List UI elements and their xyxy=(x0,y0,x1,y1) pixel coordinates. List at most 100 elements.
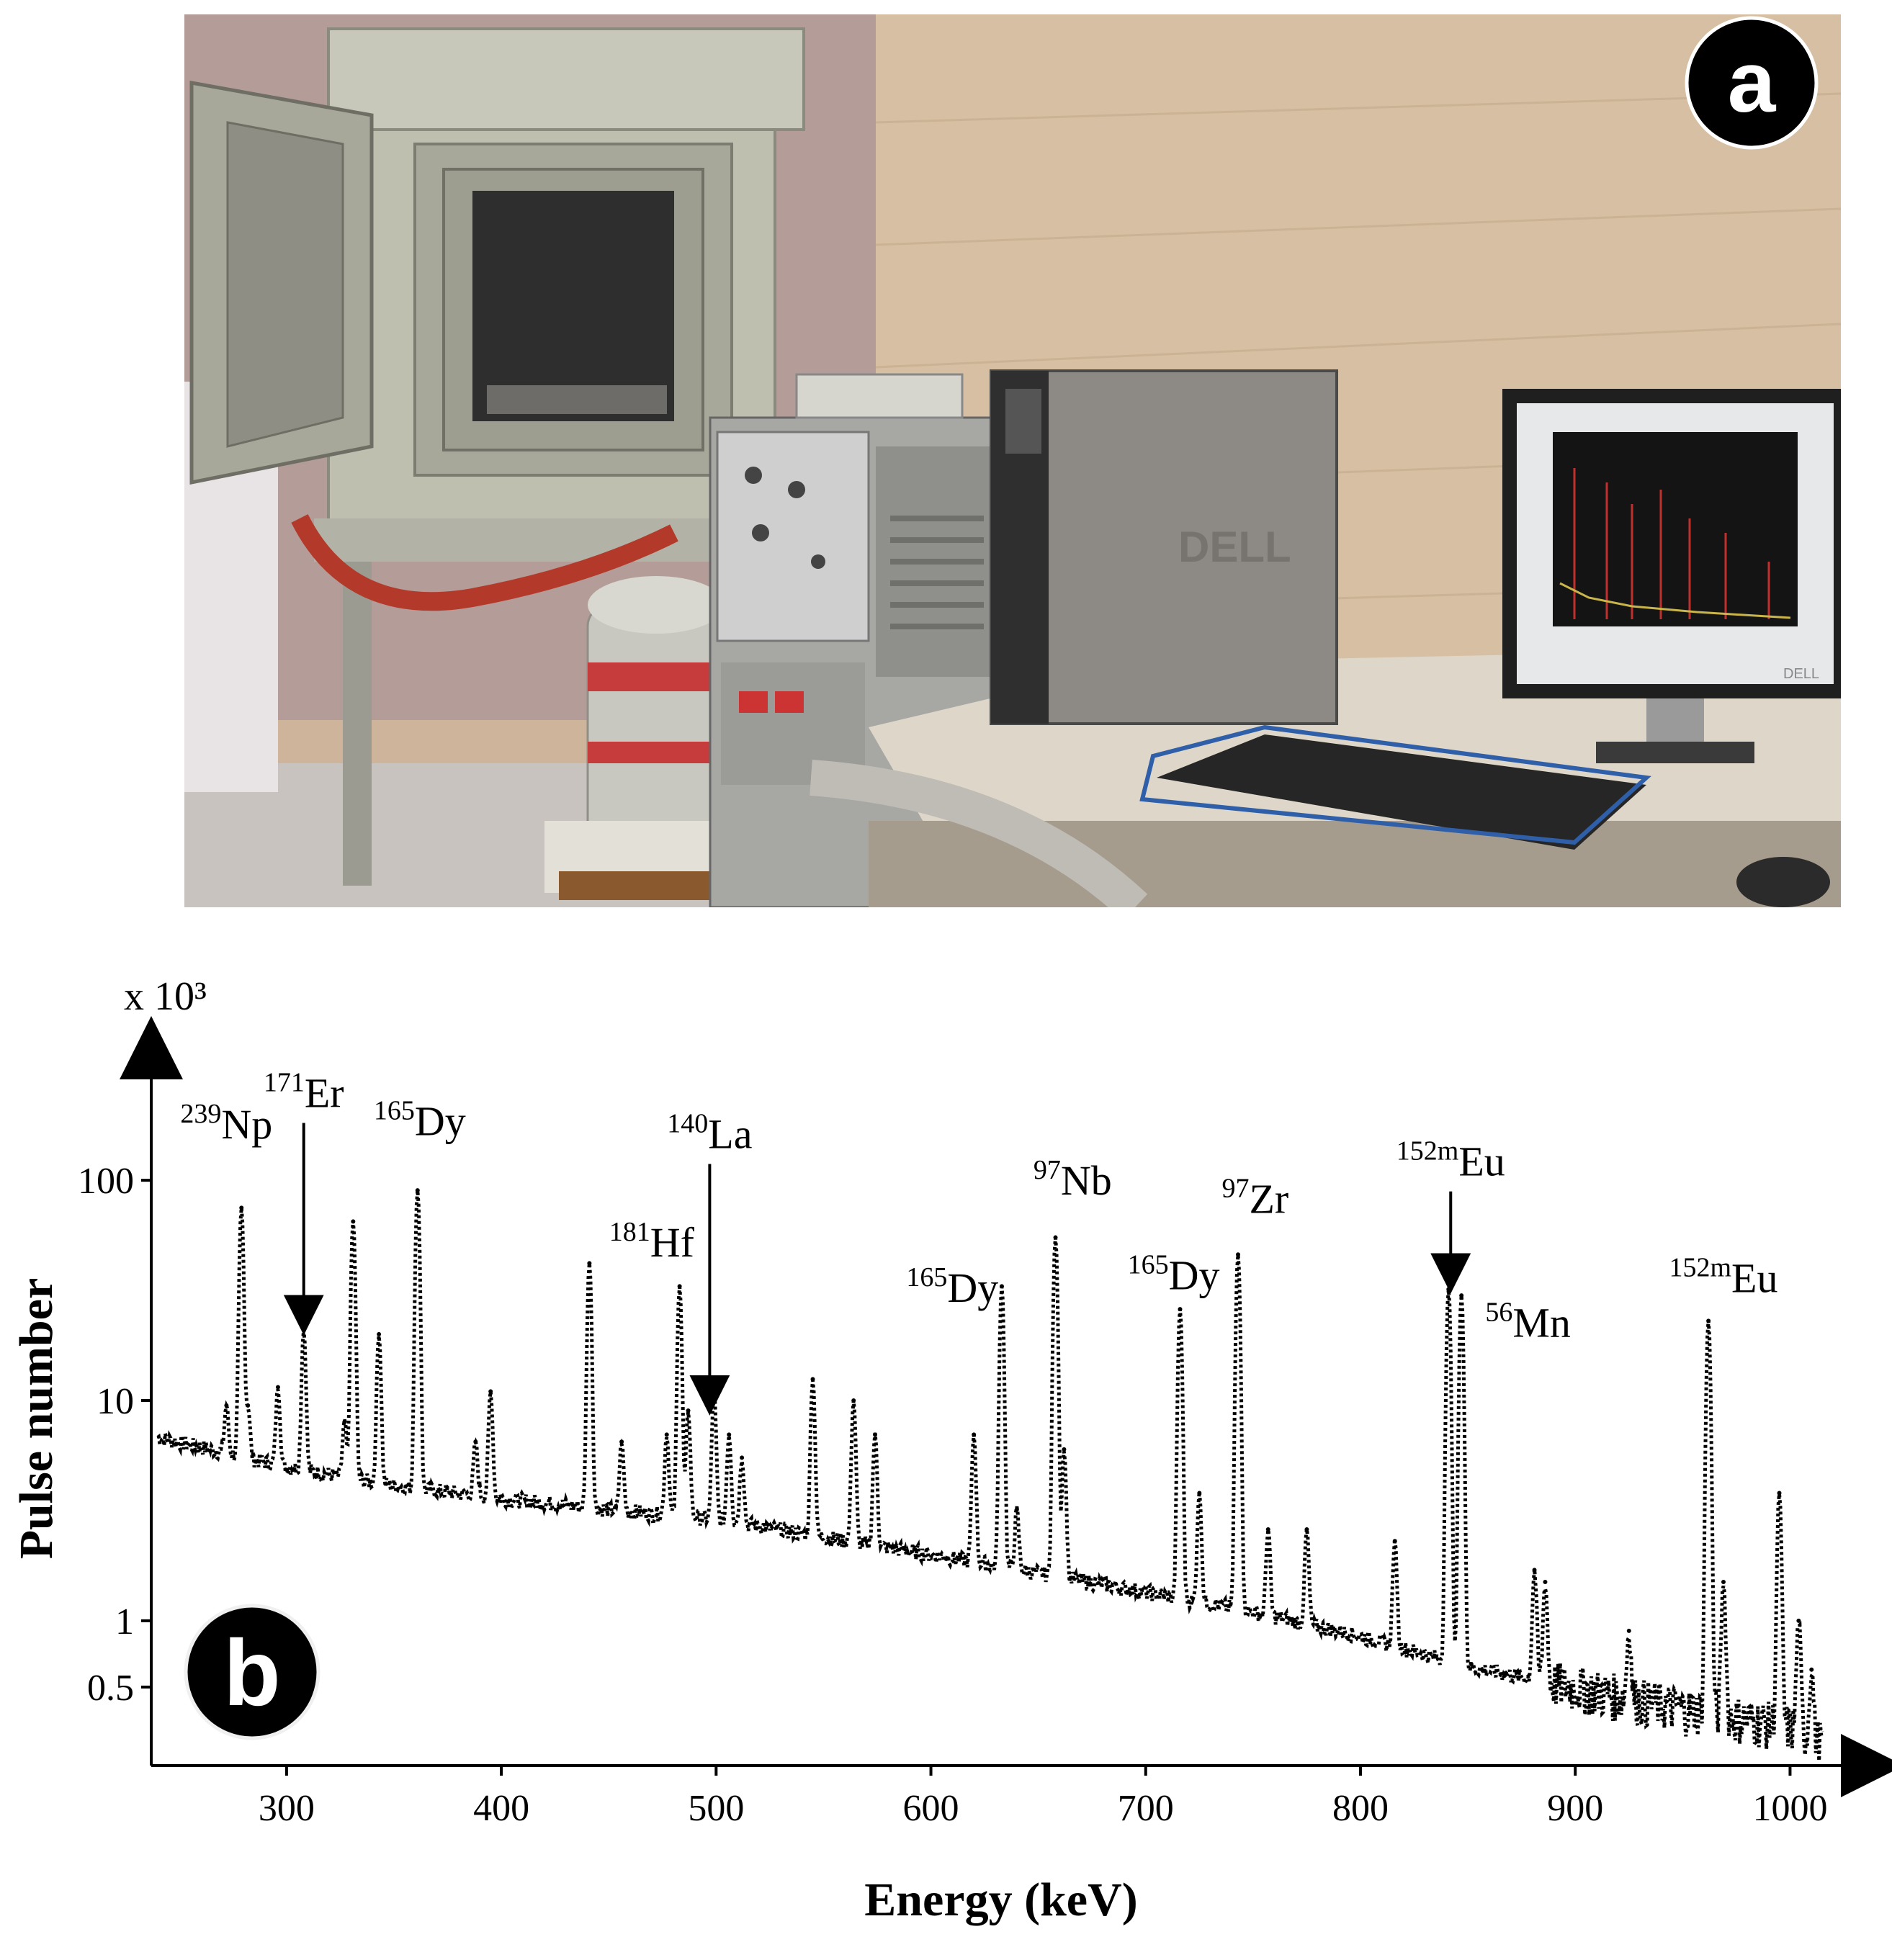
peak-point xyxy=(873,1432,878,1437)
peak-point xyxy=(377,1331,382,1336)
peak-point xyxy=(275,1385,280,1390)
panel-a-photo: DELL DELL a xyxy=(184,14,1841,907)
nuclide-label: 165Dy xyxy=(906,1262,998,1311)
peak-markers xyxy=(224,1188,1814,1672)
peak-point xyxy=(1392,1539,1397,1544)
peak-annotation: 56Mn xyxy=(1485,1297,1571,1346)
nuclide-label: 171Er xyxy=(264,1067,344,1116)
spectrum-trace xyxy=(156,1190,1824,1761)
peak-point xyxy=(1626,1628,1631,1633)
peak-annotation: 152mEu xyxy=(1669,1253,1777,1302)
peak-point xyxy=(727,1432,732,1437)
peak-point xyxy=(851,1398,856,1403)
peak-point xyxy=(351,1219,356,1224)
monitor: DELL xyxy=(1502,389,1841,763)
peak-point xyxy=(473,1439,478,1444)
peak-point xyxy=(1543,1580,1548,1585)
nuclide-label: 165Dy xyxy=(1128,1250,1220,1299)
x-axis-label: Energy (keV) xyxy=(864,1874,1137,1926)
nuclide-label: 181Hf xyxy=(609,1217,695,1266)
x-tick-label: 300 xyxy=(259,1788,315,1829)
shielding-chamber xyxy=(189,27,805,886)
peak-point xyxy=(1197,1491,1202,1496)
peak-point xyxy=(619,1439,624,1444)
x-tick-label: 900 xyxy=(1547,1788,1603,1829)
gamma-spectrum-chart: 100 10 1 0.5 300 400 500 600 700 800 900 1000 x 10… xyxy=(10,974,1892,1926)
peak-point xyxy=(1532,1568,1537,1573)
peak-point xyxy=(224,1403,229,1408)
y-scale-note: x 10³ xyxy=(124,974,207,1019)
peak-point xyxy=(1062,1447,1067,1452)
peak-point xyxy=(999,1284,1004,1289)
peak-point xyxy=(1809,1667,1814,1672)
peak-point xyxy=(415,1188,420,1193)
peak-annotation: 97Zr xyxy=(1221,1174,1288,1223)
liquid-nitrogen-dewar xyxy=(544,576,726,900)
nuclide-label: 56Mn xyxy=(1485,1297,1571,1346)
peak-point xyxy=(587,1261,592,1266)
peak-point xyxy=(239,1205,244,1210)
panel-a-badge: a xyxy=(1685,16,1819,150)
peak-point xyxy=(1459,1293,1464,1298)
peak-point xyxy=(1721,1580,1726,1585)
nuclide-label: 239Np xyxy=(180,1099,272,1148)
keyboard xyxy=(1139,724,1651,850)
nuclide-label: 97Zr xyxy=(1221,1174,1288,1223)
peak-point xyxy=(1304,1527,1309,1532)
peak-point xyxy=(301,1327,306,1332)
y-axis-label: Pulse number xyxy=(10,1278,63,1560)
peak-point xyxy=(686,1408,691,1413)
svg-text:DELL: DELL xyxy=(1178,523,1291,571)
x-tick-label: 600 xyxy=(903,1788,959,1829)
computer-tower: DELL xyxy=(990,369,1338,725)
peak-point xyxy=(246,1403,251,1408)
nuclide-label: 152mEu xyxy=(1396,1136,1505,1185)
peak-annotation: 181Hf xyxy=(609,1217,695,1266)
peak-point xyxy=(1446,1287,1451,1292)
svg-text:DELL: DELL xyxy=(1783,666,1819,682)
peak-point xyxy=(1265,1527,1270,1532)
peak-annotation: 165Dy xyxy=(374,1096,466,1145)
nuclide-label: 97Nb xyxy=(1034,1155,1112,1204)
x-tick-label: 400 xyxy=(473,1788,529,1829)
peak-point xyxy=(1706,1318,1711,1323)
lab-photo: DELL DELL a xyxy=(184,14,1841,907)
svg-text:b: b xyxy=(223,1620,280,1725)
peak-point xyxy=(1178,1307,1183,1312)
nuclide-label: 165Dy xyxy=(374,1096,466,1145)
peak-annotation: 165Dy xyxy=(1128,1250,1220,1299)
peak-point xyxy=(342,1419,347,1424)
y-tick-label: 100 xyxy=(78,1161,134,1202)
nuclide-label: 152mEu xyxy=(1669,1253,1777,1302)
svg-text:a: a xyxy=(1728,34,1777,130)
panel-b-badge: b xyxy=(184,1604,320,1740)
x-ticks: 300 400 500 600 700 800 900 1000 xyxy=(259,1766,1827,1829)
mouse xyxy=(1736,857,1830,907)
peak-point xyxy=(1236,1252,1241,1257)
x-tick-label: 700 xyxy=(1118,1788,1174,1829)
peak-point xyxy=(664,1432,669,1437)
peak-annotation: 97Nb xyxy=(1034,1155,1112,1204)
peak-point xyxy=(1053,1235,1058,1240)
peak-annotation: 165Dy xyxy=(906,1262,998,1311)
peak-point xyxy=(677,1284,682,1289)
y-tick-label: 0.5 xyxy=(87,1668,134,1709)
panel-b-chart: 100 10 1 0.5 300 400 500 600 700 800 900 1000 x 10… xyxy=(0,922,1892,1956)
y-tick-label: 1 xyxy=(115,1601,134,1642)
peak-point xyxy=(810,1377,815,1382)
peak-annotation: 171Er xyxy=(264,1067,344,1336)
nuclide-label: 140La xyxy=(667,1108,752,1157)
y-ticks: 100 10 1 0.5 xyxy=(78,1161,151,1709)
peak-point xyxy=(972,1432,977,1437)
y-tick-label: 10 xyxy=(97,1381,134,1422)
peak-point xyxy=(1777,1491,1782,1496)
peak-annotation: 152mEu xyxy=(1396,1136,1505,1294)
peak-point xyxy=(712,1389,717,1394)
peak-point xyxy=(1014,1507,1019,1512)
peak-point xyxy=(740,1455,745,1460)
x-tick-label: 800 xyxy=(1332,1788,1389,1829)
peak-point xyxy=(488,1389,493,1394)
x-tick-label: 500 xyxy=(688,1788,744,1829)
peak-annotation: 239Np xyxy=(180,1099,272,1148)
